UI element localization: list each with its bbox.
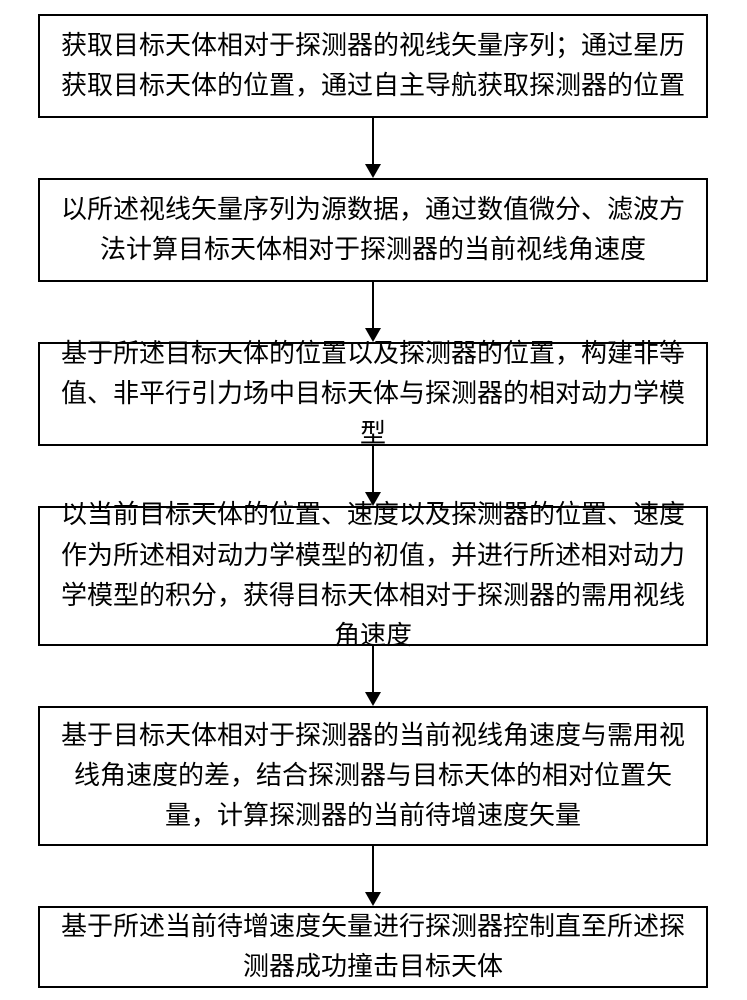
flow-step-1-text: 获取目标天体相对于探测器的视线矢量序列；通过星历获取目标天体的位置，通过自主导航… [58, 26, 688, 107]
arrow-2-head [365, 328, 381, 342]
flow-step-4: 以当前目标天体的位置、速度以及探测器的位置、速度作为所述相对动力学模型的初值，并… [38, 506, 708, 646]
arrow-3-line [372, 446, 374, 492]
flow-step-3: 基于所述目标天体的位置以及探测器的位置，构建非等值、非平行引力场中目标天体与探测… [38, 342, 708, 446]
arrow-5-line [372, 846, 374, 892]
flow-step-5: 基于目标天体相对于探测器的当前视线角速度与需用视线角速度的差，结合探测器与目标天… [38, 706, 708, 846]
flow-step-4-text: 以当前目标天体的位置、速度以及探测器的位置、速度作为所述相对动力学模型的初值，并… [58, 495, 688, 656]
arrow-4-head [365, 692, 381, 706]
flow-step-5-text: 基于目标天体相对于探测器的当前视线角速度与需用视线角速度的差，结合探测器与目标天… [58, 716, 688, 837]
flow-step-6-text: 基于所述当前待增速度矢量进行探测器控制直至所述探测器成功撞击目标天体 [58, 907, 688, 988]
flowchart-canvas: 获取目标天体相对于探测器的视线矢量序列；通过星历获取目标天体的位置，通过自主导航… [0, 0, 747, 1000]
arrow-5-head [365, 892, 381, 906]
arrow-1-head [365, 164, 381, 178]
flow-step-3-text: 基于所述目标天体的位置以及探测器的位置，构建非等值、非平行引力场中目标天体与探测… [58, 334, 688, 455]
flow-step-2: 以所述视线矢量序列为源数据，通过数值微分、滤波方法计算目标天体相对于探测器的当前… [38, 178, 708, 282]
flow-step-2-text: 以所述视线矢量序列为源数据，通过数值微分、滤波方法计算目标天体相对于探测器的当前… [58, 190, 688, 271]
arrow-1-line [372, 118, 374, 164]
flow-step-1: 获取目标天体相对于探测器的视线矢量序列；通过星历获取目标天体的位置，通过自主导航… [38, 14, 708, 118]
arrow-2-line [372, 282, 374, 328]
arrow-3-head [365, 492, 381, 506]
flow-step-6: 基于所述当前待增速度矢量进行探测器控制直至所述探测器成功撞击目标天体 [38, 906, 708, 988]
arrow-4-line [372, 646, 374, 692]
